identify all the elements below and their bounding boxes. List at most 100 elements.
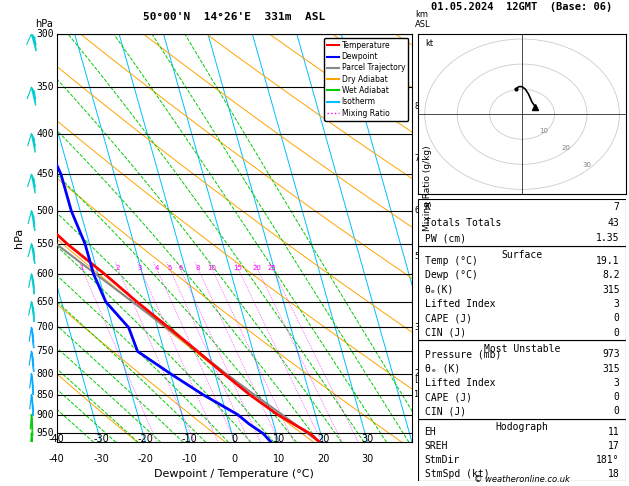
Text: hPa: hPa bbox=[14, 228, 24, 248]
Text: θₑ (K): θₑ (K) bbox=[425, 364, 460, 374]
Text: SREH: SREH bbox=[425, 441, 448, 451]
Text: CAPE (J): CAPE (J) bbox=[425, 313, 472, 324]
Text: 800: 800 bbox=[36, 369, 54, 379]
Text: 315: 315 bbox=[602, 364, 620, 374]
Text: Dewp (°C): Dewp (°C) bbox=[425, 270, 477, 280]
Text: 900: 900 bbox=[36, 410, 54, 419]
Text: 2: 2 bbox=[116, 265, 120, 271]
Text: 20: 20 bbox=[253, 265, 262, 271]
Text: Lifted Index: Lifted Index bbox=[425, 378, 495, 388]
Polygon shape bbox=[31, 174, 35, 193]
Text: 2: 2 bbox=[415, 369, 419, 378]
Text: Lifted Index: Lifted Index bbox=[425, 299, 495, 309]
Text: 43: 43 bbox=[608, 218, 620, 228]
Text: 850: 850 bbox=[36, 390, 54, 400]
Polygon shape bbox=[31, 374, 33, 395]
Text: CAPE (J): CAPE (J) bbox=[425, 392, 472, 402]
Text: 500: 500 bbox=[36, 206, 54, 216]
Text: 350: 350 bbox=[36, 83, 54, 92]
Text: Hodograph: Hodograph bbox=[496, 422, 548, 432]
Polygon shape bbox=[31, 274, 34, 294]
Text: 0: 0 bbox=[231, 434, 237, 444]
Text: 30: 30 bbox=[362, 434, 374, 444]
Text: -20: -20 bbox=[138, 454, 153, 465]
Text: 8: 8 bbox=[415, 102, 419, 111]
Text: -10: -10 bbox=[182, 454, 198, 465]
Text: 950: 950 bbox=[36, 428, 54, 438]
Polygon shape bbox=[31, 134, 35, 153]
Text: 6: 6 bbox=[415, 207, 419, 215]
Text: 8.2: 8.2 bbox=[602, 270, 620, 280]
Bar bbox=[418, 340, 626, 418]
Text: 750: 750 bbox=[36, 347, 54, 356]
Text: K: K bbox=[425, 202, 430, 212]
Polygon shape bbox=[31, 244, 35, 263]
Text: Totals Totals: Totals Totals bbox=[425, 218, 501, 228]
Text: CIN (J): CIN (J) bbox=[425, 406, 465, 417]
Text: © weatheronline.co.uk: © weatheronline.co.uk bbox=[474, 474, 570, 484]
Text: 1: 1 bbox=[80, 265, 84, 271]
Text: 400: 400 bbox=[36, 129, 54, 139]
Text: 10: 10 bbox=[272, 434, 285, 444]
Text: 8: 8 bbox=[196, 265, 200, 271]
Text: km
ASL: km ASL bbox=[415, 10, 431, 29]
Text: 600: 600 bbox=[36, 269, 54, 279]
Text: 50°00'N  14°26'E  331m  ASL: 50°00'N 14°26'E 331m ASL bbox=[143, 12, 325, 22]
Polygon shape bbox=[31, 433, 33, 454]
Text: 25: 25 bbox=[268, 265, 277, 271]
Polygon shape bbox=[31, 328, 34, 348]
Text: Temp (°C): Temp (°C) bbox=[425, 256, 477, 265]
Text: 7: 7 bbox=[415, 154, 419, 163]
Text: 20: 20 bbox=[317, 454, 330, 465]
Text: 3: 3 bbox=[614, 299, 620, 309]
Text: LCL: LCL bbox=[415, 376, 429, 385]
Text: StmDir: StmDir bbox=[425, 455, 460, 465]
Text: 11: 11 bbox=[608, 428, 620, 437]
Text: 450: 450 bbox=[36, 170, 54, 179]
Text: -40: -40 bbox=[48, 434, 65, 444]
Polygon shape bbox=[31, 211, 35, 230]
Text: -30: -30 bbox=[93, 434, 109, 444]
Polygon shape bbox=[31, 351, 34, 372]
Polygon shape bbox=[31, 395, 33, 416]
Text: 181°: 181° bbox=[596, 455, 620, 465]
Text: 4: 4 bbox=[154, 265, 159, 271]
Text: 315: 315 bbox=[602, 284, 620, 295]
Text: 0: 0 bbox=[614, 313, 620, 324]
Text: 1: 1 bbox=[415, 390, 419, 399]
Text: Dewpoint / Temperature (°C): Dewpoint / Temperature (°C) bbox=[154, 469, 314, 479]
Text: 650: 650 bbox=[36, 297, 54, 307]
Text: Surface: Surface bbox=[501, 250, 543, 260]
Text: 5: 5 bbox=[415, 252, 419, 261]
Text: Mixing Ratio (g/kg): Mixing Ratio (g/kg) bbox=[423, 146, 432, 231]
Text: 19.1: 19.1 bbox=[596, 256, 620, 265]
Text: Pressure (mb): Pressure (mb) bbox=[425, 349, 501, 359]
Text: -20: -20 bbox=[138, 434, 153, 444]
Text: 20: 20 bbox=[561, 145, 570, 151]
Polygon shape bbox=[31, 34, 36, 51]
Text: 1.35: 1.35 bbox=[596, 233, 620, 243]
Text: 700: 700 bbox=[36, 323, 54, 332]
Polygon shape bbox=[31, 87, 36, 105]
Text: 300: 300 bbox=[36, 29, 54, 39]
Text: 15: 15 bbox=[233, 265, 242, 271]
Text: -40: -40 bbox=[48, 454, 65, 465]
Text: 01.05.2024  12GMT  (Base: 06): 01.05.2024 12GMT (Base: 06) bbox=[431, 2, 613, 13]
Text: 973: 973 bbox=[602, 349, 620, 359]
Text: 3: 3 bbox=[614, 378, 620, 388]
Text: 10: 10 bbox=[272, 454, 285, 465]
Text: 10: 10 bbox=[208, 265, 216, 271]
Text: 5: 5 bbox=[167, 265, 172, 271]
Bar bbox=[418, 246, 626, 340]
Text: Most Unstable: Most Unstable bbox=[484, 344, 560, 354]
Polygon shape bbox=[31, 302, 34, 322]
Text: -30: -30 bbox=[93, 454, 109, 465]
Text: 30: 30 bbox=[362, 454, 374, 465]
Text: kt: kt bbox=[425, 39, 433, 48]
Text: 550: 550 bbox=[36, 239, 54, 249]
Text: hPa: hPa bbox=[36, 19, 53, 29]
Text: 30: 30 bbox=[583, 162, 592, 168]
Text: 6: 6 bbox=[178, 265, 182, 271]
Text: -10: -10 bbox=[182, 434, 198, 444]
Text: 3: 3 bbox=[138, 265, 142, 271]
